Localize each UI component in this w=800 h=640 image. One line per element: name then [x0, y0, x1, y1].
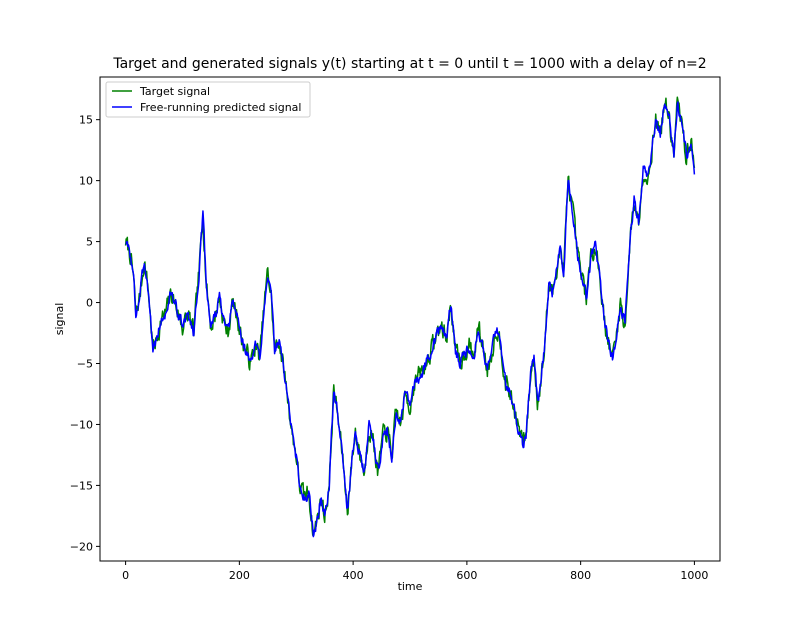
plot-frame: [99, 76, 721, 562]
x-tick-label: 800: [570, 569, 591, 582]
x-axis: 0 200 400 600 800 1000: [122, 561, 708, 582]
x-tick-label: 400: [343, 569, 364, 582]
x-tick-label: 0: [122, 569, 129, 582]
series-layer: [124, 96, 696, 538]
y-tick-label: 5: [86, 236, 93, 249]
legend-predicted-label: Free-running predicted signal: [140, 101, 301, 114]
y-tick-label: −20: [70, 540, 93, 553]
predicted-signal-line: [125, 101, 696, 538]
x-axis-label: time: [398, 580, 423, 593]
plot-area: [100, 77, 720, 561]
chart-title: Target and generated signals y(t) starti…: [112, 56, 706, 72]
y-axis-label: signal: [53, 303, 66, 336]
y-tick-label: −15: [70, 479, 93, 492]
y-tick-label: −5: [77, 357, 93, 370]
legend: Target signal Free-running predicted sig…: [105, 81, 311, 118]
legend-target-label: Target signal: [139, 85, 210, 98]
legend-box: [105, 81, 311, 118]
y-tick-label: 15: [79, 114, 93, 127]
y-tick-label: −10: [70, 418, 93, 431]
y-tick-label: 0: [86, 297, 93, 310]
x-tick-label: 200: [229, 569, 250, 582]
x-tick-label: 600: [456, 569, 477, 582]
y-axis: −20 −15 −10 −5 0 5 10 15: [70, 114, 100, 553]
y-tick-label: 10: [79, 175, 93, 188]
x-tick-label: 1000: [680, 569, 708, 582]
